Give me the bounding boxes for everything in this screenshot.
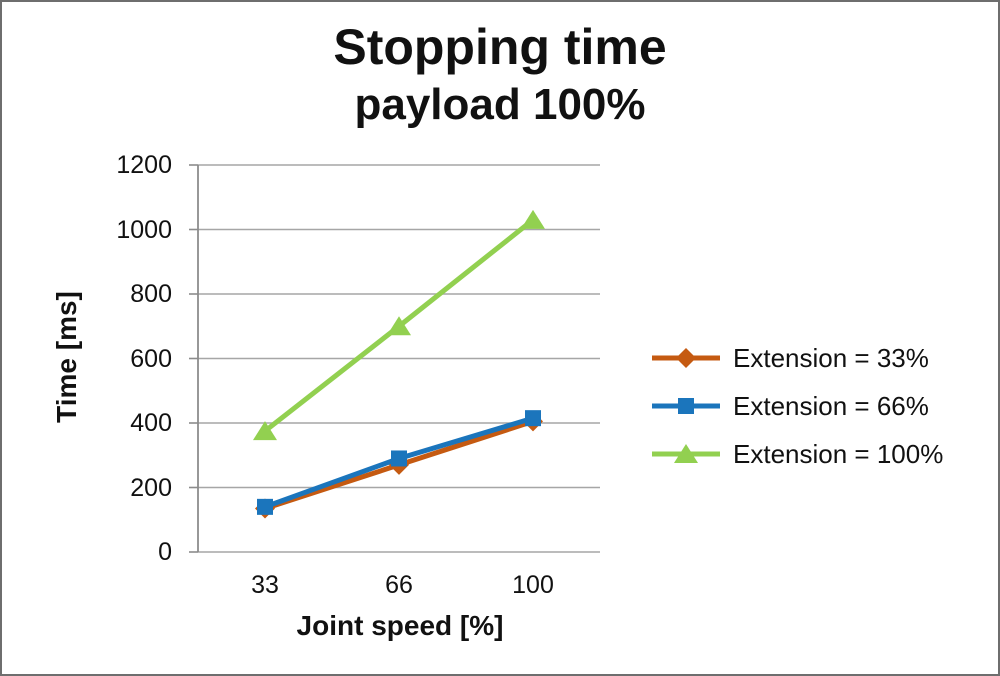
x-tick-label: 100	[512, 571, 554, 599]
x-tick-label: 66	[385, 571, 413, 599]
legend-item-2: Extension = 100%	[652, 430, 943, 478]
y-tick-label: 400	[130, 409, 172, 437]
legend-label-1: Extension = 66%	[733, 390, 929, 421]
data-point-2-1	[387, 316, 411, 336]
y-tick-label: 1200	[116, 151, 172, 179]
y-tick-label: 600	[130, 344, 172, 373]
x-axis-title: Joint speed [%]	[296, 610, 504, 641]
legend-marker-2	[674, 444, 698, 463]
legend-marker-1	[678, 398, 694, 414]
chart-subtitle: payload 100%	[354, 80, 646, 129]
data-point-1-2	[525, 410, 541, 427]
legend-glyph-1	[652, 393, 727, 419]
y-tick-label: 200	[130, 473, 172, 502]
legend-item-0: Extension = 33%	[652, 334, 929, 382]
data-point-1-1	[391, 450, 407, 467]
legend-label-2: Extension = 100%	[733, 438, 944, 469]
data-point-2-2	[521, 209, 545, 229]
legend-glyph-2	[652, 441, 727, 467]
y-tick-label: 0	[158, 538, 172, 566]
y-tick-label: 800	[130, 280, 172, 308]
legend-marker-0	[676, 348, 696, 368]
y-axis-title: Time [ms]	[51, 291, 82, 423]
chart-title: Stopping time	[333, 19, 667, 75]
y-tick-label: 1000	[116, 215, 172, 244]
data-point-2-0	[253, 421, 277, 441]
data-point-1-0	[257, 498, 273, 515]
x-tick-label: 33	[251, 571, 279, 599]
legend-label-0: Extension = 33%	[733, 342, 929, 373]
legend-item-1: Extension = 66%	[652, 382, 929, 430]
legend-glyph-0	[652, 345, 727, 371]
